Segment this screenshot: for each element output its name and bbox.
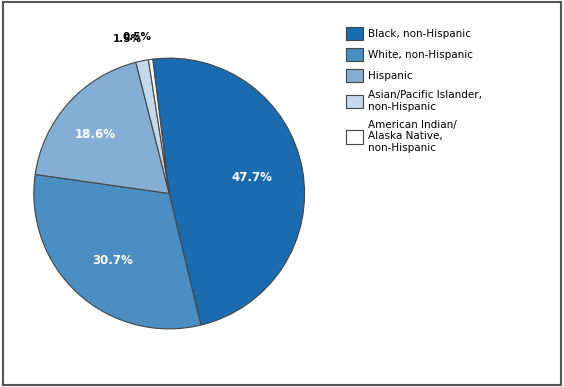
Wedge shape <box>35 62 169 194</box>
Wedge shape <box>136 60 169 194</box>
Text: 18.6%: 18.6% <box>75 128 116 141</box>
Text: 30.7%: 30.7% <box>92 254 133 267</box>
Text: 0.5%: 0.5% <box>123 32 152 42</box>
Text: 1.5%: 1.5% <box>113 34 142 44</box>
Wedge shape <box>153 58 305 325</box>
Wedge shape <box>34 175 201 329</box>
Wedge shape <box>148 59 169 194</box>
Text: 47.7%: 47.7% <box>231 171 272 184</box>
Legend: Black, non-Hispanic, White, non-Hispanic, Hispanic, Asian/Pacific Islander,
non-: Black, non-Hispanic, White, non-Hispanic… <box>344 24 484 155</box>
